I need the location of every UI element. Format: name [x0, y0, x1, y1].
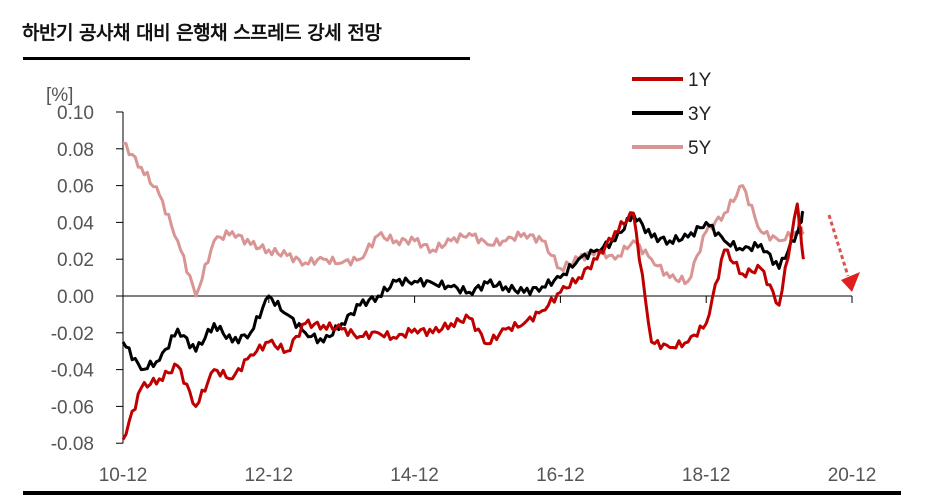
- legend-label-3y: 3Y: [688, 104, 712, 125]
- y-axis: 0.10 0.08 0.06 0.04 0.02 0.00 -0.02 -0.04 -0.06 -…: [51, 103, 124, 455]
- y-tick-label: -0.04: [51, 361, 95, 382]
- x-tick-label: 18-12: [682, 465, 731, 486]
- y-tick-label: -0.02: [51, 324, 94, 345]
- title-underline: [23, 57, 470, 60]
- legend-label-1y: 1Y: [688, 70, 712, 91]
- x-tick-label: 10-12: [99, 465, 148, 486]
- y-tick-label: 0.06: [57, 177, 94, 198]
- y-tick-label: 0.02: [57, 250, 94, 271]
- y-tick-label: 0.08: [57, 140, 94, 161]
- series-3y-line: [121, 210, 805, 372]
- x-axis: 10-12 12-12 14-12 16-12 18-12 20-12: [99, 295, 877, 486]
- x-tick-label: 14-12: [390, 465, 439, 486]
- y-tick-label: 0.04: [57, 213, 94, 234]
- forecast-arrow-icon: [827, 214, 860, 292]
- series-1y-line: [121, 202, 805, 441]
- y-tick-label: 0.10: [57, 103, 94, 124]
- legend: 1Y 3Y 5Y: [632, 70, 712, 159]
- series-5y-line: [122, 141, 805, 298]
- x-tick-label: 20-12: [828, 465, 877, 486]
- bottom-rule: [23, 491, 901, 495]
- y-tick-label: -0.08: [51, 434, 94, 455]
- y-tick-label: -0.06: [51, 397, 94, 418]
- series-lines: [121, 141, 805, 441]
- x-tick-label: 16-12: [536, 465, 585, 486]
- x-tick-label: 12-12: [244, 465, 293, 486]
- y-tick-label: 0.00: [57, 287, 94, 308]
- legend-label-5y: 5Y: [688, 138, 712, 159]
- y-axis-unit: [%]: [46, 85, 73, 106]
- chart-title: 하반기 공사채 대비 은행채 스프레드 강세 전망: [22, 22, 382, 44]
